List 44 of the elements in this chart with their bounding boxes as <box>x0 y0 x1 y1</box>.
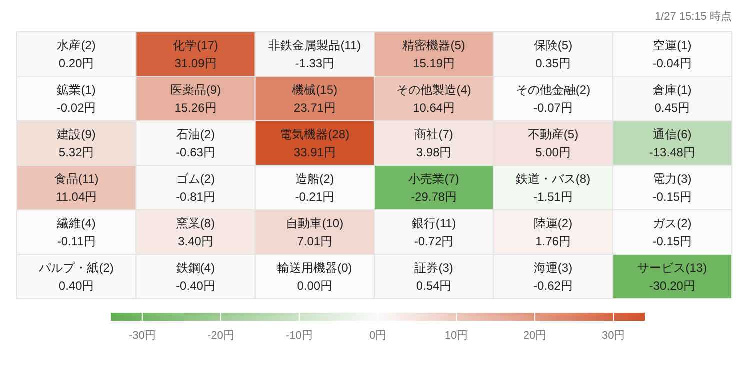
data-label: 化学(17) 31.09円 <box>173 38 218 70</box>
color-bar-label: -30円 <box>128 330 156 342</box>
data-label: 陸運(2) 1.76円 <box>534 216 573 248</box>
data-label: 建設(9) 5.32円 <box>56 127 96 160</box>
data-label: 小売業(7) -29.78円 <box>408 172 460 204</box>
data-label: 鉄鋼(4) -0.40円 <box>176 260 216 293</box>
data-label: 石油(2) -0.63円 <box>176 127 216 160</box>
data-label: 造船(2) -0.21円 <box>295 172 335 204</box>
color-bar-label: -20円 <box>207 330 234 342</box>
data-label: 海運(3) -0.62円 <box>534 260 573 293</box>
color-bar-label: 30円 <box>602 330 626 342</box>
data-label: 電力(3) -0.15円 <box>652 172 692 204</box>
data-label: その他製造(4) 10.64円 <box>396 82 472 115</box>
data-label: サービス(13) -30.20円 <box>638 260 708 293</box>
data-label: 医薬品(9) 15.26円 <box>170 82 222 115</box>
data-label: 食品(11) 11.04円 <box>54 172 99 204</box>
data-label: 空運(1) -0.04円 <box>652 38 692 70</box>
data-label: 鉱業(1) -0.02円 <box>56 82 96 115</box>
color-bar-label: 20円 <box>523 330 547 342</box>
data-label: 銀行(11) -0.72円 <box>412 216 456 248</box>
data-label: 鉄道・バス(8) -1.51円 <box>516 172 591 204</box>
data-label: 機械(15) 23.71円 <box>292 82 338 115</box>
data-label: ゴム(2) -0.81円 <box>176 172 216 204</box>
data-label: 保険(5) 0.35円 <box>534 38 573 70</box>
data-label: 水産(2) 0.20円 <box>57 38 96 70</box>
data-label: 不動産(5) 5.00円 <box>528 127 579 160</box>
data-label: 窯業(8) 3.40円 <box>176 216 216 248</box>
data-label: その他金融(2) -0.07円 <box>516 82 591 115</box>
data-label: 自動車(10) 7.01円 <box>286 216 344 248</box>
color-bar-label: 0円 <box>369 330 387 342</box>
data-label: 通信(6) -13.48円 <box>649 127 696 160</box>
data-label: 繊維(4) -0.11円 <box>56 216 96 248</box>
data-label: 電気機器(28) 33.91円 <box>280 127 350 160</box>
color-bar-label: -10円 <box>286 330 313 342</box>
data-label: 非鉄金属製品(11) -1.33円 <box>268 38 362 70</box>
color-bar-label: 10円 <box>444 330 468 342</box>
data-label: 精密機器(5) 15.19円 <box>402 38 466 70</box>
data-label: 輸送用機器(0) 0.00円 <box>278 260 352 293</box>
data-label: 倉庫(1) 0.45円 <box>653 82 692 115</box>
data-label: 商社(7) 3.98円 <box>414 127 454 160</box>
data-label: ガス(2) -0.15円 <box>652 216 692 248</box>
data-label: パルプ・紙(2) 0.40円 <box>38 260 114 293</box>
data-label: 証券(3) 0.54円 <box>414 260 454 293</box>
text: 1/27 15:15 時点 <box>654 10 732 23</box>
